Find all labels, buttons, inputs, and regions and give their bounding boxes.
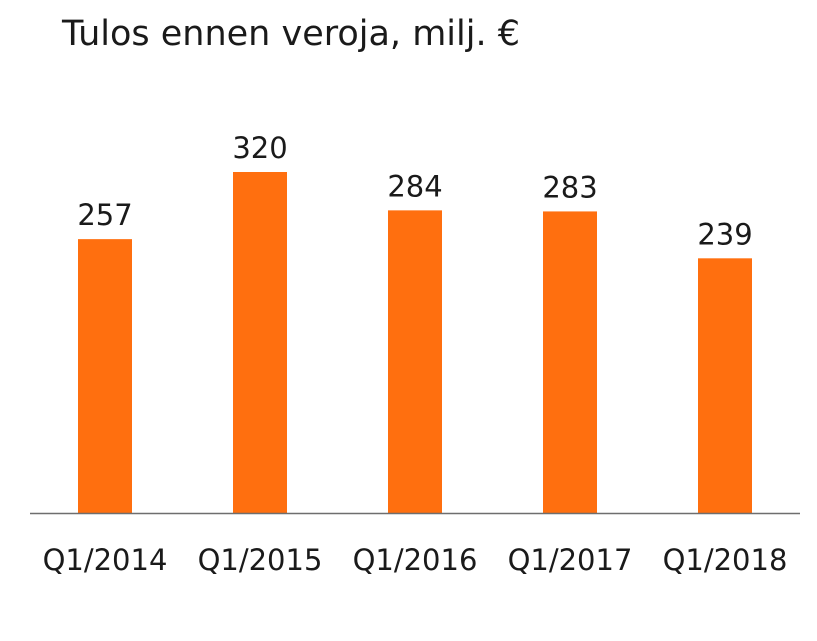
x-tick-label: Q1/2017 (508, 543, 633, 577)
data-labels-group: 257 320 284 283 239 (77, 131, 752, 251)
x-tick-labels-group: Q1/2014 Q1/2015 Q1/2016 Q1/2017 Q1/2018 (43, 543, 788, 577)
data-label: 320 (232, 131, 287, 165)
bar-q1-2014 (78, 239, 132, 513)
bar-q1-2017 (543, 211, 597, 513)
bar-q1-2015 (233, 172, 287, 513)
data-label: 257 (77, 198, 132, 232)
bar-q1-2016 (388, 210, 442, 514)
data-label: 283 (542, 170, 597, 204)
x-tick-label: Q1/2015 (198, 543, 323, 577)
x-tick-label: Q1/2018 (663, 543, 788, 577)
bars-group (78, 172, 752, 514)
x-tick-label: Q1/2014 (43, 543, 168, 577)
data-label: 239 (697, 217, 752, 251)
chart-title: Tulos ennen veroja, milj. € (62, 14, 520, 54)
x-tick-label: Q1/2016 (353, 543, 478, 577)
data-label: 284 (387, 169, 442, 203)
bar-q1-2018 (698, 258, 752, 513)
